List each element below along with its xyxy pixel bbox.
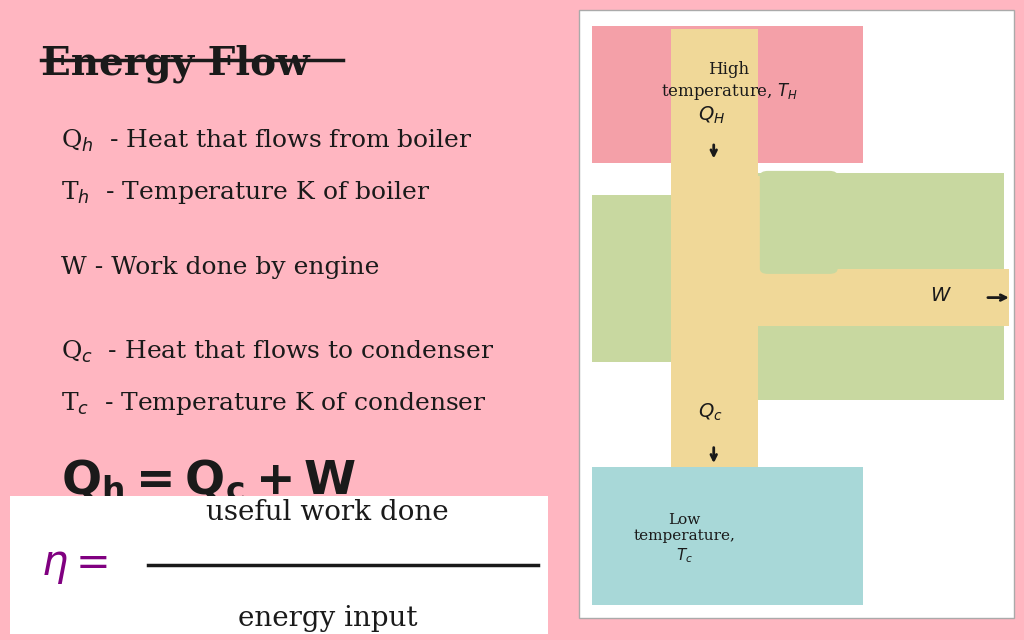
Text: High
temperature, $T_H$: High temperature, $T_H$ [660,61,798,102]
FancyBboxPatch shape [592,26,863,163]
FancyBboxPatch shape [676,173,1004,400]
Text: T$_c$  - Temperature K of condenser: T$_c$ - Temperature K of condenser [61,390,487,417]
Text: Engine: Engine [820,269,890,287]
FancyBboxPatch shape [671,176,768,326]
Text: W - Work done by engine: W - Work done by engine [61,256,380,279]
FancyBboxPatch shape [592,195,771,362]
Text: Energy Flow: Energy Flow [41,45,309,83]
FancyBboxPatch shape [760,171,838,274]
Text: useful work done: useful work done [207,499,449,526]
Text: T$_h$  - Temperature K of boiler: T$_h$ - Temperature K of boiler [61,179,431,206]
Text: Q$_h$  - Heat that flows from boiler: Q$_h$ - Heat that flows from boiler [61,128,473,154]
FancyBboxPatch shape [671,29,758,467]
Text: energy input: energy input [238,605,418,632]
Text: $Q_H$: $Q_H$ [698,104,726,126]
Text: Low
temperature,
$T_c$: Low temperature, $T_c$ [633,513,735,564]
Text: Q$_c$  - Heat that flows to condenser: Q$_c$ - Heat that flows to condenser [61,339,495,365]
Text: $Q_c$: $Q_c$ [698,402,723,424]
Text: $W$: $W$ [931,287,952,305]
FancyBboxPatch shape [579,10,1014,618]
Text: $\eta =$: $\eta =$ [41,544,108,586]
FancyBboxPatch shape [758,269,1009,326]
Text: $\mathbf{Q_h = Q_c + W}$: $\mathbf{Q_h = Q_c + W}$ [61,458,357,504]
FancyBboxPatch shape [592,467,863,605]
FancyBboxPatch shape [10,496,548,634]
